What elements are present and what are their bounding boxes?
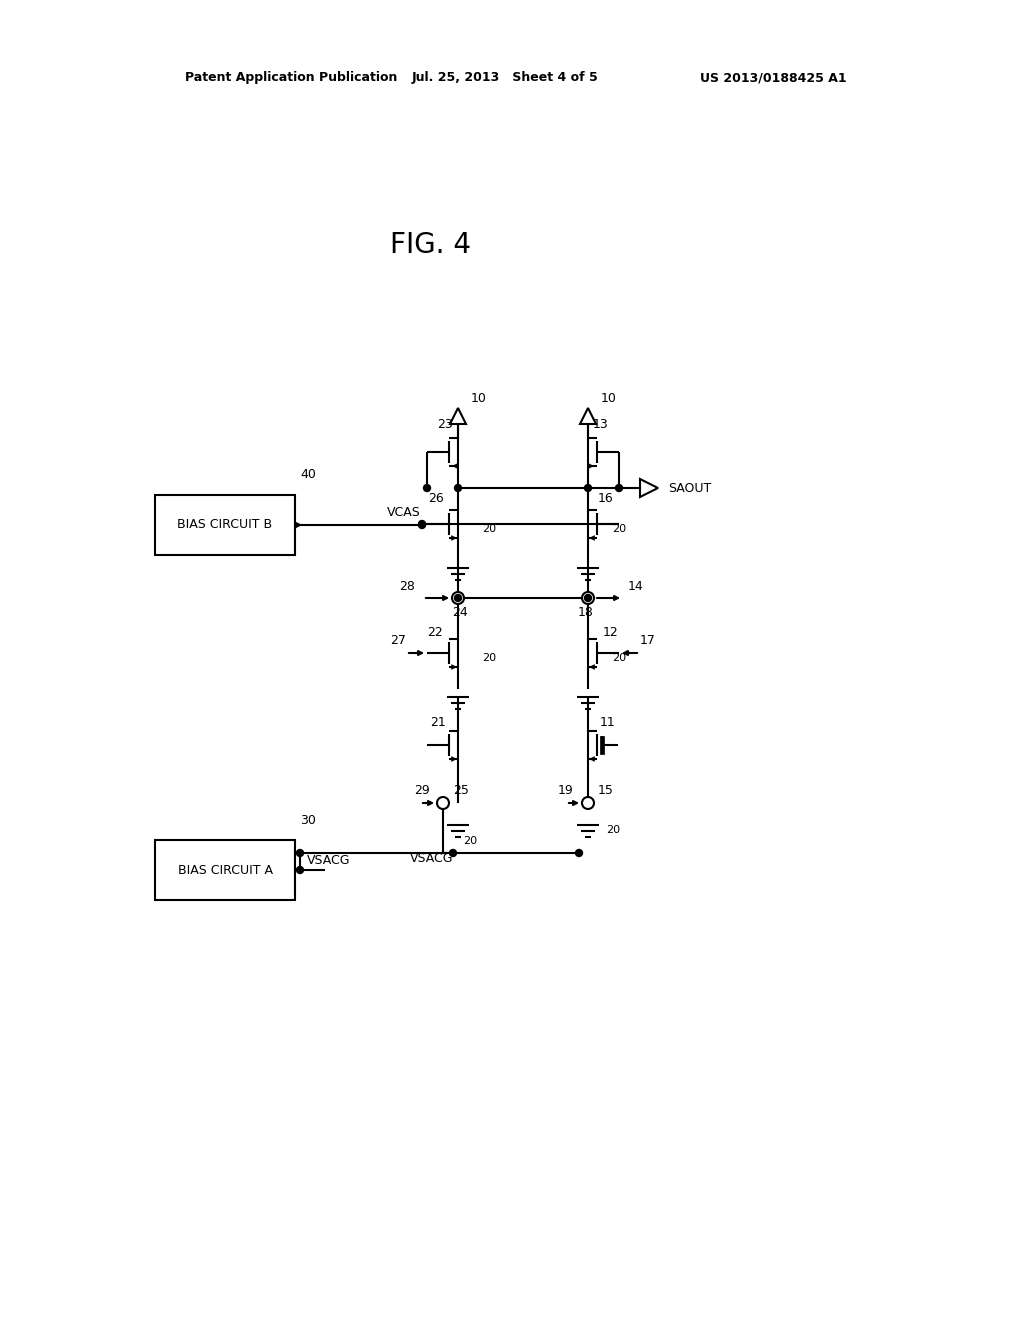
FancyBboxPatch shape <box>155 840 295 900</box>
Text: SAOUT: SAOUT <box>668 482 712 495</box>
Polygon shape <box>450 408 466 424</box>
Polygon shape <box>640 479 658 498</box>
Text: 11: 11 <box>600 717 615 730</box>
Circle shape <box>297 866 303 874</box>
Circle shape <box>585 594 592 602</box>
Circle shape <box>450 850 457 857</box>
Text: 12: 12 <box>603 627 618 639</box>
Text: VSACG: VSACG <box>307 854 350 867</box>
Text: Jul. 25, 2013   Sheet 4 of 5: Jul. 25, 2013 Sheet 4 of 5 <box>412 71 599 84</box>
Polygon shape <box>580 408 596 424</box>
Text: 21: 21 <box>430 717 446 730</box>
Text: 18: 18 <box>579 606 594 619</box>
Text: FIG. 4: FIG. 4 <box>389 231 470 259</box>
Text: 19: 19 <box>557 784 573 797</box>
Circle shape <box>455 594 462 602</box>
Text: 40: 40 <box>300 469 315 482</box>
Circle shape <box>419 520 426 528</box>
Circle shape <box>424 484 430 491</box>
Text: 14: 14 <box>628 579 644 593</box>
Circle shape <box>455 484 462 491</box>
Text: US 2013/0188425 A1: US 2013/0188425 A1 <box>700 71 847 84</box>
Text: 23: 23 <box>437 417 453 430</box>
Circle shape <box>582 591 594 605</box>
Text: 29: 29 <box>415 784 430 797</box>
Text: 10: 10 <box>471 392 486 404</box>
Circle shape <box>452 591 464 605</box>
Circle shape <box>582 797 594 809</box>
Circle shape <box>437 797 449 809</box>
Text: 15: 15 <box>598 784 613 797</box>
FancyBboxPatch shape <box>155 495 295 554</box>
Text: 20: 20 <box>606 825 621 836</box>
Text: VCAS: VCAS <box>387 507 421 520</box>
Text: 26: 26 <box>428 492 443 506</box>
Text: 20: 20 <box>463 836 477 846</box>
Text: 16: 16 <box>598 492 613 506</box>
Text: 30: 30 <box>300 813 315 826</box>
Text: BIAS CIRCUIT A: BIAS CIRCUIT A <box>177 863 272 876</box>
Text: Patent Application Publication: Patent Application Publication <box>185 71 397 84</box>
Text: VSACG: VSACG <box>410 851 453 865</box>
Text: 27: 27 <box>390 635 406 648</box>
Text: 20: 20 <box>482 653 496 663</box>
Text: 20: 20 <box>612 524 626 535</box>
Text: 10: 10 <box>601 392 616 404</box>
Circle shape <box>585 484 592 491</box>
Text: 20: 20 <box>612 653 626 663</box>
Text: 25: 25 <box>453 784 469 797</box>
Circle shape <box>297 850 303 857</box>
Text: 13: 13 <box>593 417 608 430</box>
Text: 17: 17 <box>640 635 656 648</box>
Text: 20: 20 <box>482 524 496 535</box>
Circle shape <box>419 521 426 528</box>
Text: 28: 28 <box>399 579 415 593</box>
Text: BIAS CIRCUIT B: BIAS CIRCUIT B <box>177 519 272 532</box>
Text: 22: 22 <box>427 627 443 639</box>
Circle shape <box>615 484 623 491</box>
Bar <box>600 737 604 754</box>
Text: 24: 24 <box>453 606 468 619</box>
Circle shape <box>575 850 583 857</box>
